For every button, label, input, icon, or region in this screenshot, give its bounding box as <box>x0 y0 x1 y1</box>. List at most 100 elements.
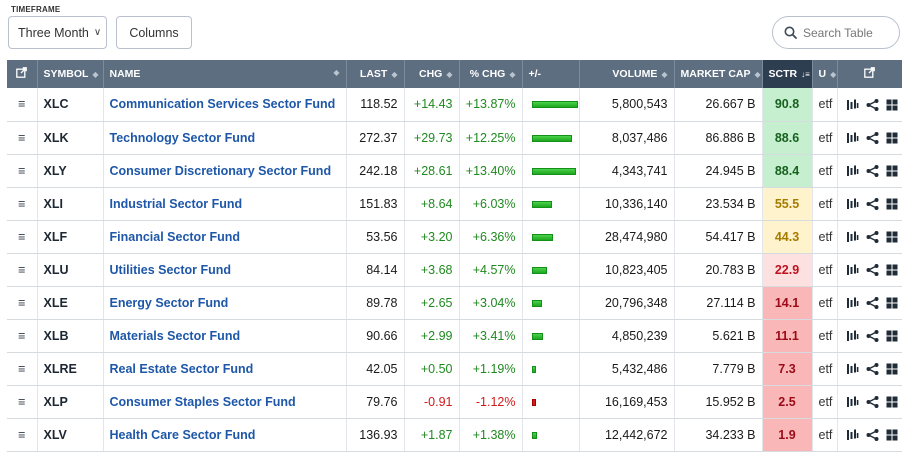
share-icon[interactable] <box>866 231 879 244</box>
share-icon[interactable] <box>866 330 879 343</box>
column-header-label: SYMBOL <box>43 68 89 80</box>
chart-icon[interactable] <box>846 264 859 276</box>
table-row[interactable]: ≡ XLB Materials Sector Fund 90.66 +2.99 … <box>7 319 902 353</box>
open-external-button[interactable] <box>7 60 38 88</box>
fund-name-link[interactable]: Materials Sector Fund <box>109 328 241 343</box>
columns-button[interactable]: Columns <box>116 16 192 49</box>
last-cell: 242.18 <box>346 154 405 188</box>
volume-cell: 20,796,348 <box>579 286 675 320</box>
row-menu-button[interactable]: ≡ <box>7 385 38 419</box>
share-icon[interactable] <box>866 396 879 409</box>
chg-cell: +14.43 <box>404 88 460 122</box>
chart-icon[interactable] <box>846 99 859 111</box>
chart-icon[interactable] <box>846 396 859 408</box>
table-header-row: SYMBOL ◆ NAME ◆ LAST ◆ CHG ◆ % CHG ◆ +/- VOLU… <box>7 60 902 88</box>
grid-icon[interactable] <box>886 396 898 408</box>
row-menu-button[interactable]: ≡ <box>7 319 38 353</box>
share-icon[interactable] <box>866 198 879 211</box>
chart-icon[interactable] <box>846 429 859 441</box>
column-header-last[interactable]: LAST ◆ <box>346 60 405 88</box>
column-header-symbol[interactable]: SYMBOL ◆ <box>37 60 104 88</box>
share-icon[interactable] <box>866 264 879 277</box>
share-icon[interactable] <box>866 132 879 145</box>
symbol-cell: XLF <box>37 220 104 254</box>
last-cell: 272.37 <box>346 121 405 155</box>
sort-icon: ◆ <box>509 70 516 79</box>
change-bar <box>531 299 542 307</box>
fund-name-link[interactable]: Technology Sector Fund <box>109 130 256 145</box>
market-cap-cell: 20.783 B <box>674 253 763 287</box>
grid-icon[interactable] <box>886 363 898 375</box>
fund-name-link[interactable]: Energy Sector Fund <box>109 295 229 310</box>
column-header-plus-minus[interactable]: +/- <box>522 60 580 88</box>
row-menu-button[interactable]: ≡ <box>7 352 38 386</box>
open-external-button[interactable] <box>837 60 902 88</box>
row-menu-button[interactable]: ≡ <box>7 220 38 254</box>
row-menu-button[interactable]: ≡ <box>7 121 38 155</box>
timeframe-value: Three Month <box>18 25 89 40</box>
share-icon[interactable] <box>866 363 879 376</box>
sort-icon: ◆ <box>333 68 340 77</box>
chevron-down-icon: ∨ <box>93 27 102 38</box>
fund-name-link[interactable]: Industrial Sector Fund <box>109 196 243 211</box>
row-menu-button[interactable]: ≡ <box>7 88 38 122</box>
table-row[interactable]: ≡ XLC Communication Services Sector Fund… <box>7 88 902 122</box>
chart-icon[interactable] <box>846 363 859 375</box>
grid-icon[interactable] <box>886 297 898 309</box>
table-row[interactable]: ≡ XLV Health Care Sector Fund 136.93 +1.… <box>7 418 902 452</box>
table-row[interactable]: ≡ XLP Consumer Staples Sector Fund 79.76… <box>7 385 902 419</box>
fund-name-link[interactable]: Real Estate Sector Fund <box>109 361 254 376</box>
row-menu-button[interactable]: ≡ <box>7 286 38 320</box>
column-header-market-cap[interactable]: MARKET CAP ◆ <box>674 60 763 88</box>
share-icon[interactable] <box>866 297 879 310</box>
table-row[interactable]: ≡ XLE Energy Sector Fund 89.78 +2.65 +3.… <box>7 286 902 320</box>
row-menu-button[interactable]: ≡ <box>7 253 38 287</box>
chart-icon[interactable] <box>846 330 859 342</box>
row-menu-button[interactable]: ≡ <box>7 187 38 221</box>
symbol-cell: XLC <box>37 88 104 122</box>
fund-name-link[interactable]: Health Care Sector Fund <box>109 427 256 442</box>
fund-name-link[interactable]: Utilities Sector Fund <box>109 262 232 277</box>
chart-icon[interactable] <box>846 297 859 309</box>
chart-icon[interactable] <box>846 132 859 144</box>
chart-icon[interactable] <box>846 231 859 243</box>
row-menu-button[interactable]: ≡ <box>7 418 38 452</box>
grid-icon[interactable] <box>886 330 898 342</box>
column-header-volume[interactable]: VOLUME ◆ <box>579 60 675 88</box>
fund-name-link[interactable]: Consumer Discretionary Sector Fund <box>109 163 332 178</box>
pct-chg-cell: +13.87% <box>459 88 523 122</box>
share-icon[interactable] <box>866 165 879 178</box>
column-header-pct-chg[interactable]: % CHG ◆ <box>459 60 523 88</box>
column-header-label: SCTR <box>768 68 798 80</box>
chart-icon[interactable] <box>846 165 859 177</box>
fund-name-link[interactable]: Communication Services Sector Fund <box>109 97 336 112</box>
table-row[interactable]: ≡ XLI Industrial Sector Fund 151.83 +8.6… <box>7 187 902 221</box>
table-row[interactable]: ≡ XLRE Real Estate Sector Fund 42.05 +0.… <box>7 352 902 386</box>
grid-icon[interactable] <box>886 165 898 177</box>
grid-icon[interactable] <box>886 231 898 243</box>
table-row[interactable]: ≡ XLY Consumer Discretionary Sector Fund… <box>7 154 902 188</box>
chart-icon[interactable] <box>846 198 859 210</box>
fund-name-link[interactable]: Financial Sector Fund <box>109 229 241 244</box>
column-header-sctr[interactable]: SCTR ↓≡ <box>762 60 813 88</box>
grid-icon[interactable] <box>886 429 898 441</box>
timeframe-select[interactable]: Three Month ∨ <box>8 16 107 49</box>
table-row[interactable]: ≡ XLU Utilities Sector Fund 84.14 +3.68 … <box>7 253 902 287</box>
column-header-u[interactable]: U ◆ <box>812 60 838 88</box>
table-row[interactable]: ≡ XLF Financial Sector Fund 53.56 +3.20 … <box>7 220 902 254</box>
name-cell: Consumer Staples Sector Fund <box>103 385 347 419</box>
market-cap-cell: 7.779 B <box>674 352 763 386</box>
grid-icon[interactable] <box>886 264 898 276</box>
share-icon[interactable] <box>866 98 879 111</box>
column-header-chg[interactable]: CHG ◆ <box>404 60 460 88</box>
grid-icon[interactable] <box>886 198 898 210</box>
column-header-name[interactable]: NAME ◆ <box>103 60 347 88</box>
search-box[interactable] <box>772 16 900 49</box>
grid-icon[interactable] <box>886 99 898 111</box>
share-icon[interactable] <box>866 429 879 442</box>
table-row[interactable]: ≡ XLK Technology Sector Fund 272.37 +29.… <box>7 121 902 155</box>
row-menu-button[interactable]: ≡ <box>7 154 38 188</box>
search-input[interactable] <box>803 25 893 40</box>
fund-name-link[interactable]: Consumer Staples Sector Fund <box>109 394 296 409</box>
grid-icon[interactable] <box>886 132 898 144</box>
